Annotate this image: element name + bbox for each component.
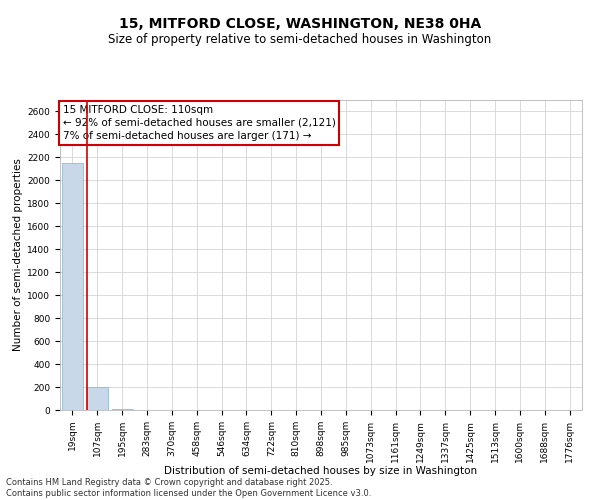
Text: 15, MITFORD CLOSE, WASHINGTON, NE38 0HA: 15, MITFORD CLOSE, WASHINGTON, NE38 0HA (119, 18, 481, 32)
Bar (62, 163, 83, 410)
Y-axis label: Number of semi-detached properties: Number of semi-detached properties (13, 158, 23, 352)
Bar (87, 387, 108, 410)
X-axis label: Distribution of semi-detached houses by size in Washington: Distribution of semi-detached houses by … (164, 466, 478, 476)
Text: Size of property relative to semi-detached houses in Washington: Size of property relative to semi-detach… (109, 32, 491, 46)
Text: Contains HM Land Registry data © Crown copyright and database right 2025.
Contai: Contains HM Land Registry data © Crown c… (6, 478, 371, 498)
Text: 15 MITFORD CLOSE: 110sqm
← 92% of semi-detached houses are smaller (2,121)
7% of: 15 MITFORD CLOSE: 110sqm ← 92% of semi-d… (62, 104, 335, 141)
